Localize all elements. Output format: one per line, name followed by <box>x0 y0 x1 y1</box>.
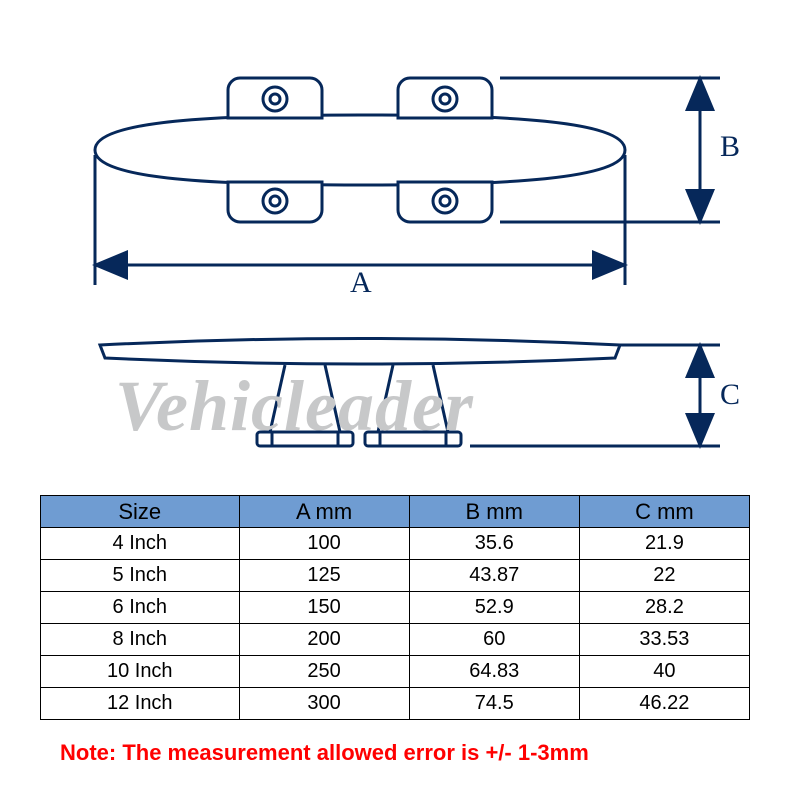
table-cell: 64.83 <box>409 656 579 688</box>
size-table-body: 4 Inch10035.621.95 Inch12543.87226 Inch1… <box>41 528 750 720</box>
table-cell: 35.6 <box>409 528 579 560</box>
table-cell: 40 <box>579 656 749 688</box>
table-cell: 8 Inch <box>41 624 240 656</box>
dim-label-C: C <box>720 378 740 412</box>
measurement-note: Note: The measurement allowed error is +… <box>60 740 589 766</box>
table-cell: 250 <box>239 656 409 688</box>
table-header-cell: A mm <box>239 496 409 528</box>
table-row: 5 Inch12543.8722 <box>41 560 750 592</box>
table-cell: 10 Inch <box>41 656 240 688</box>
table-cell: 43.87 <box>409 560 579 592</box>
dim-label-B: B <box>720 130 740 164</box>
table-row: 12 Inch30074.546.22 <box>41 688 750 720</box>
table-cell: 150 <box>239 592 409 624</box>
dimension-B <box>500 78 720 222</box>
table-row: 10 Inch25064.8340 <box>41 656 750 688</box>
size-table: SizeA mmB mmC mm 4 Inch10035.621.95 Inch… <box>40 495 750 720</box>
table-cell: 21.9 <box>579 528 749 560</box>
dim-label-A: A <box>350 266 372 300</box>
table-cell: 4 Inch <box>41 528 240 560</box>
table-cell: 33.53 <box>579 624 749 656</box>
table-cell: 60 <box>409 624 579 656</box>
table-row: 6 Inch15052.928.2 <box>41 592 750 624</box>
size-table-header-row: SizeA mmB mmC mm <box>41 496 750 528</box>
table-cell: 300 <box>239 688 409 720</box>
table-header-cell: Size <box>41 496 240 528</box>
table-cell: 52.9 <box>409 592 579 624</box>
canvas: A B C Vehicleader SizeA mmB mmC mm 4 Inc… <box>0 0 800 800</box>
table-cell: 125 <box>239 560 409 592</box>
table-cell: 12 Inch <box>41 688 240 720</box>
size-table-wrap: SizeA mmB mmC mm 4 Inch10035.621.95 Inch… <box>40 495 750 720</box>
table-cell: 6 Inch <box>41 592 240 624</box>
table-header-cell: B mm <box>409 496 579 528</box>
table-row: 4 Inch10035.621.9 <box>41 528 750 560</box>
table-cell: 200 <box>239 624 409 656</box>
table-cell: 28.2 <box>579 592 749 624</box>
table-cell: 5 Inch <box>41 560 240 592</box>
table-cell: 74.5 <box>409 688 579 720</box>
top-view-body <box>95 115 625 185</box>
table-row: 8 Inch2006033.53 <box>41 624 750 656</box>
watermark-text: Vehicleader <box>115 365 474 448</box>
table-cell: 100 <box>239 528 409 560</box>
table-header-cell: C mm <box>579 496 749 528</box>
table-cell: 46.22 <box>579 688 749 720</box>
mounting-tabs <box>228 78 492 222</box>
table-cell: 22 <box>579 560 749 592</box>
